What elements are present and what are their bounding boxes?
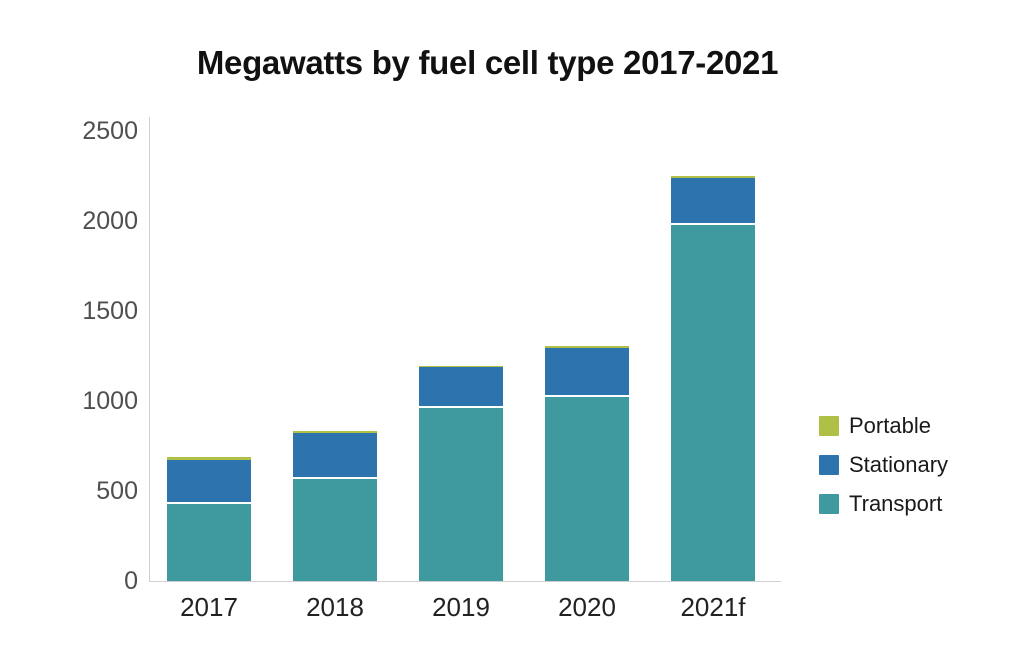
x-tick-label-2019: 2019	[432, 592, 490, 622]
y-tick-label: 2000	[82, 207, 138, 235]
segment-separator	[293, 476, 377, 479]
bar-segment-transport	[167, 503, 251, 581]
bar-segment-stationary	[419, 366, 503, 406]
bar-segment-transport	[293, 478, 377, 581]
bar-2021f	[671, 175, 755, 581]
bar-2017	[167, 456, 251, 581]
bar-segment-stationary	[671, 177, 755, 223]
legend-label: Stationary	[849, 452, 949, 477]
chart-title: Megawatts by fuel cell type 2017-2021	[196, 44, 779, 81]
bar-2018	[293, 430, 377, 581]
segment-separator	[167, 501, 251, 504]
bar-segment-portable	[167, 456, 251, 460]
y-tick-label: 1000	[82, 387, 138, 415]
bar-segment-portable	[293, 430, 377, 433]
bar-segment-portable	[671, 175, 755, 178]
y-tick-label: 500	[96, 477, 138, 505]
legend-label: Transport	[849, 491, 943, 516]
bar-segment-transport	[419, 407, 503, 581]
legend-swatch-icon	[819, 494, 839, 514]
legend-row-transport: Transport	[819, 491, 948, 516]
x-tick-label-2017: 2017	[180, 592, 238, 622]
segment-separator	[671, 222, 755, 225]
legend-row-stationary: Stationary	[819, 452, 949, 477]
y-tick-label: 1500	[82, 297, 138, 325]
bar-2019	[419, 365, 503, 581]
bar-segment-stationary	[293, 432, 377, 477]
bar-segment-transport	[545, 396, 629, 581]
bar-segment-transport	[671, 224, 755, 581]
legend: Portable Stationary Transport	[819, 413, 949, 533]
bar-2020	[545, 346, 629, 581]
plot-area	[149, 117, 781, 582]
legend-row-portable: Portable	[819, 413, 948, 438]
segment-separator	[545, 394, 629, 397]
bar-segment-portable	[419, 365, 503, 367]
segment-separator	[419, 405, 503, 408]
x-tick-label-2018: 2018	[306, 592, 364, 622]
bar-segment-portable	[545, 346, 629, 348]
y-tick-label: 2500	[82, 117, 138, 145]
legend-label: Portable	[849, 413, 931, 438]
x-tick-label-2021f: 2021f	[680, 592, 746, 622]
y-tick-label: 0	[124, 567, 138, 595]
bar-segment-stationary	[167, 459, 251, 502]
x-tick-label-2020: 2020	[558, 592, 616, 622]
legend-swatch-icon	[819, 455, 839, 475]
legend-swatch-icon	[819, 416, 839, 436]
bar-segment-stationary	[545, 347, 629, 395]
